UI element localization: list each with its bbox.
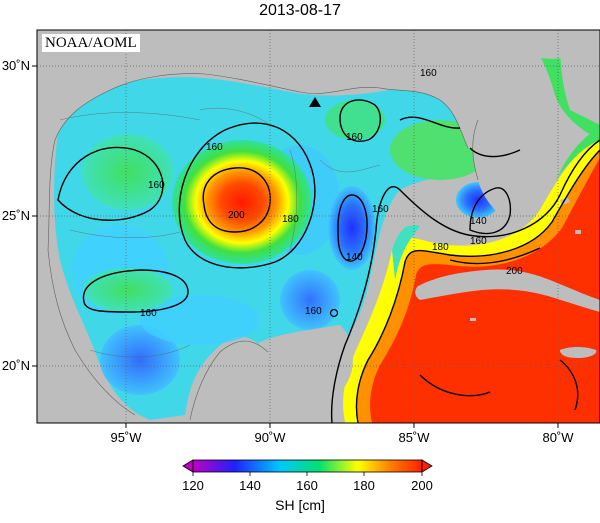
contour-label: 160 — [305, 306, 322, 317]
bahamas-islands — [545, 146, 581, 234]
atlantic-green-strip — [556, 128, 600, 180]
circle-marker-icon — [329, 308, 339, 318]
mexico-land — [37, 250, 298, 423]
contour-label: 160 — [140, 308, 157, 319]
contour-label: 160 — [346, 132, 363, 143]
contour-label: 200 — [506, 266, 523, 277]
caribbean-hot-core — [370, 158, 600, 423]
contour-label: 160 — [148, 180, 165, 191]
map-frame — [36, 29, 600, 424]
triangle-marker-icon — [309, 97, 321, 107]
colorbar-high-arrow — [421, 459, 433, 473]
contour-label: 180 — [282, 214, 299, 225]
cyan-edge-strip — [392, 225, 420, 280]
y-tick-label: 25˚N — [2, 208, 30, 223]
colorbar-tick-label: 120 — [182, 478, 204, 493]
x-tick-label: 80˚W — [542, 430, 574, 445]
contour-label: 140 — [470, 216, 487, 227]
green-eddy-west — [82, 134, 174, 210]
cuba-land — [415, 269, 600, 312]
credit-label: NOAA/AOML — [42, 34, 140, 52]
colorbar-tick-label: 180 — [353, 478, 375, 493]
colorbar-low-arrow — [182, 459, 194, 473]
us-gulf-coast-land — [37, 30, 600, 250]
colorbar-unit-label: SH [cm] — [275, 497, 325, 513]
contour-label: 180 — [432, 242, 449, 253]
campeche-cold-blob — [280, 270, 340, 330]
colorbar-tick-label: 200 — [411, 478, 433, 493]
y-tick-label: 30˚N — [2, 58, 30, 73]
central-america-land — [305, 388, 345, 423]
contour-label: 160 — [372, 204, 389, 215]
colorbar-tick-label: 140 — [239, 478, 261, 493]
southwest-cold-blob — [100, 325, 180, 395]
jamaica-land — [560, 347, 597, 358]
florida-peninsula — [472, 30, 540, 215]
green-eddy-south — [83, 268, 173, 312]
contour-label: 200 — [228, 210, 245, 221]
contour-label: 160 — [206, 142, 223, 153]
thin-contour-lines — [59, 107, 381, 358]
cayman-islands — [470, 318, 476, 321]
contour-label: 160 — [470, 236, 487, 247]
warm-core-eddy — [172, 140, 312, 264]
atlantic-green-corner — [520, 30, 600, 140]
x-tick-label: 85˚W — [398, 430, 430, 445]
contour-label: 140 — [346, 252, 363, 263]
contour-label-group: 160 160 160 160 160 160 180 200 140 160 … — [140, 68, 523, 319]
x-tick-label: 95˚W — [110, 430, 142, 445]
colorbar: 120 140 160 180 200 — [182, 459, 433, 493]
gridlines — [37, 30, 600, 423]
colorbar-tick-label: 160 — [296, 478, 318, 493]
y-tick-label: 20˚N — [2, 358, 30, 373]
axis-ticks — [32, 65, 559, 428]
x-tick-label: 90˚W — [254, 430, 286, 445]
colorbar-gradient — [192, 459, 423, 473]
green-patch-north — [325, 100, 385, 140]
map-title: 2013-08-17 — [259, 2, 341, 19]
contour-label: 160 — [420, 68, 437, 79]
contour-lines — [57, 99, 600, 423]
